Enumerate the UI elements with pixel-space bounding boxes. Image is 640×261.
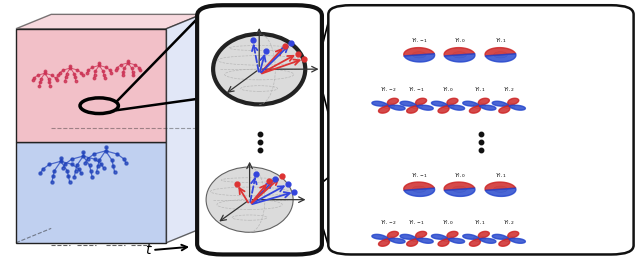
Ellipse shape (442, 103, 454, 109)
Polygon shape (485, 188, 516, 196)
Ellipse shape (502, 236, 515, 242)
Text: $Y_{l,1}$: $Y_{l,1}$ (474, 86, 485, 94)
Text: $Y_{l,-1}$: $Y_{l,-1}$ (408, 219, 425, 227)
Ellipse shape (410, 236, 423, 242)
Ellipse shape (410, 103, 423, 109)
Text: $t$: $t$ (145, 243, 152, 257)
Polygon shape (415, 232, 427, 239)
Polygon shape (16, 142, 166, 243)
Ellipse shape (452, 186, 467, 192)
Polygon shape (448, 238, 465, 243)
Text: $Y_{l,-2}$: $Y_{l,-2}$ (380, 219, 397, 227)
Polygon shape (508, 98, 519, 106)
Polygon shape (166, 14, 202, 243)
Polygon shape (388, 238, 405, 243)
Polygon shape (431, 234, 448, 239)
Text: $Y_{l,-1}$: $Y_{l,-1}$ (408, 86, 425, 94)
Polygon shape (479, 238, 496, 243)
Polygon shape (406, 106, 418, 113)
Text: $Y_{l,0}$: $Y_{l,0}$ (442, 219, 454, 227)
Polygon shape (485, 182, 516, 190)
Polygon shape (372, 101, 388, 106)
Ellipse shape (442, 236, 454, 242)
Polygon shape (406, 239, 418, 246)
Polygon shape (378, 106, 390, 113)
Polygon shape (400, 234, 417, 239)
Text: $Y_{l,0}$: $Y_{l,0}$ (442, 86, 454, 94)
Ellipse shape (493, 52, 508, 58)
Polygon shape (417, 105, 433, 110)
Polygon shape (463, 101, 479, 106)
Ellipse shape (213, 34, 305, 104)
Text: $Y_{l,0}$: $Y_{l,0}$ (454, 37, 465, 45)
Polygon shape (478, 232, 490, 239)
Polygon shape (509, 238, 525, 243)
Polygon shape (438, 106, 449, 113)
Polygon shape (444, 54, 475, 62)
Text: $Y_{l,2}$: $Y_{l,2}$ (503, 86, 515, 94)
Polygon shape (387, 98, 399, 106)
Text: $Y_{l,-1}$: $Y_{l,-1}$ (411, 171, 428, 180)
Ellipse shape (412, 186, 426, 192)
Polygon shape (492, 234, 509, 239)
Polygon shape (400, 101, 417, 106)
Text: $Y_{l,2}$: $Y_{l,2}$ (503, 219, 515, 227)
Polygon shape (479, 105, 496, 110)
Polygon shape (404, 182, 435, 190)
Polygon shape (444, 188, 475, 196)
Polygon shape (492, 101, 509, 106)
Ellipse shape (382, 236, 395, 242)
Polygon shape (378, 239, 390, 246)
Text: $Y_{l,1}$: $Y_{l,1}$ (474, 219, 485, 227)
Polygon shape (485, 54, 516, 62)
Polygon shape (447, 232, 458, 239)
Polygon shape (508, 232, 519, 239)
Text: $Y_{l,-2}$: $Y_{l,-2}$ (380, 86, 397, 94)
Polygon shape (448, 105, 465, 110)
Polygon shape (485, 48, 516, 56)
Polygon shape (444, 182, 475, 190)
Polygon shape (509, 105, 525, 110)
Polygon shape (431, 101, 448, 106)
Polygon shape (478, 98, 490, 106)
Ellipse shape (473, 236, 486, 242)
Polygon shape (417, 238, 433, 243)
FancyBboxPatch shape (197, 5, 322, 254)
Polygon shape (447, 98, 458, 106)
Text: $Y_{l,-1}$: $Y_{l,-1}$ (411, 37, 428, 45)
Polygon shape (444, 48, 475, 56)
Polygon shape (463, 234, 479, 239)
Polygon shape (404, 54, 435, 62)
Polygon shape (469, 239, 481, 246)
Ellipse shape (493, 186, 508, 192)
Polygon shape (387, 232, 399, 239)
Ellipse shape (412, 52, 426, 58)
Polygon shape (499, 239, 510, 246)
Ellipse shape (502, 103, 515, 109)
Ellipse shape (473, 103, 486, 109)
Polygon shape (469, 106, 481, 113)
Polygon shape (388, 105, 405, 110)
Polygon shape (415, 98, 427, 106)
Polygon shape (16, 29, 166, 142)
Text: $Y_{l,1}$: $Y_{l,1}$ (495, 37, 506, 45)
Text: $Y_{l,1}$: $Y_{l,1}$ (495, 171, 506, 180)
Ellipse shape (382, 103, 395, 109)
Ellipse shape (452, 52, 467, 58)
Polygon shape (438, 239, 449, 246)
Polygon shape (404, 188, 435, 196)
Polygon shape (16, 14, 202, 29)
Polygon shape (404, 48, 435, 56)
Text: $Y_{l,0}$: $Y_{l,0}$ (454, 171, 465, 180)
Ellipse shape (206, 167, 293, 232)
Polygon shape (499, 106, 510, 113)
Polygon shape (372, 234, 388, 239)
FancyBboxPatch shape (328, 5, 634, 254)
